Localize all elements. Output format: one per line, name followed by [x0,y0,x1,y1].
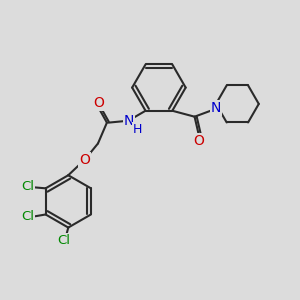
Text: O: O [79,153,90,167]
Text: O: O [93,96,104,110]
Text: H: H [133,123,142,136]
Text: Cl: Cl [21,180,34,193]
Text: Cl: Cl [57,234,70,248]
Text: O: O [194,134,205,148]
Text: Cl: Cl [21,210,34,224]
Text: N: N [124,114,134,128]
Text: N: N [211,101,221,116]
